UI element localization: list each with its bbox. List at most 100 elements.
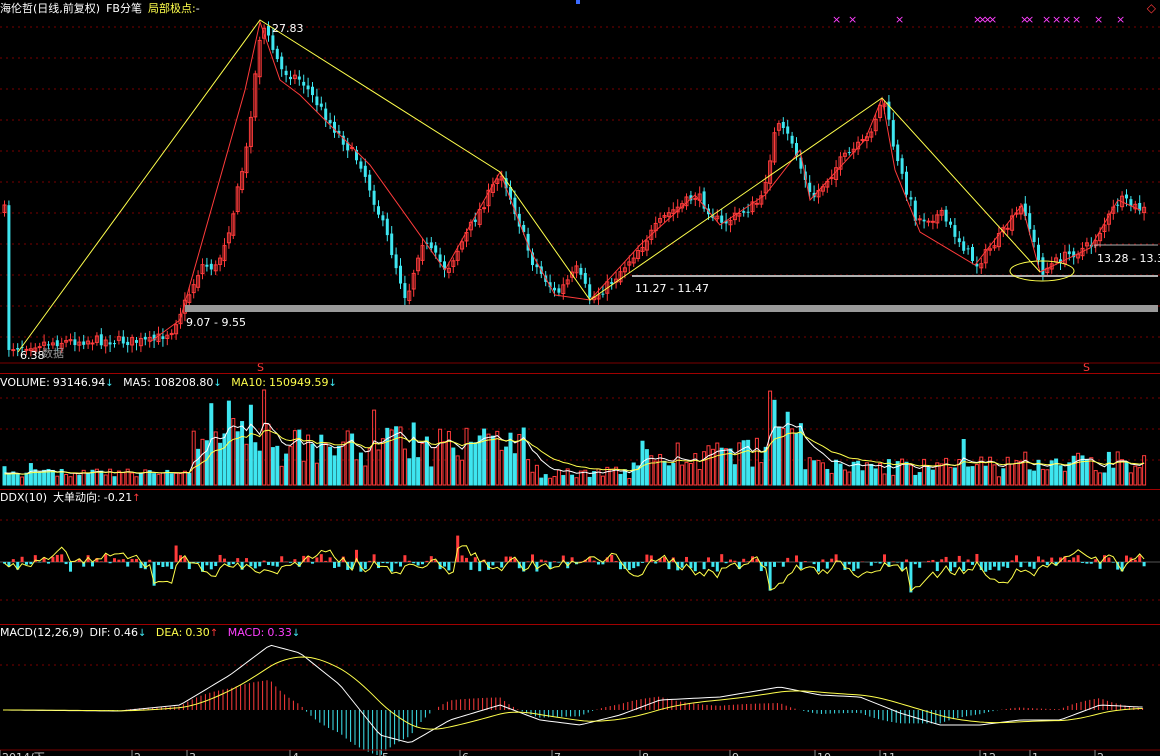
volume-bar: [825, 468, 830, 486]
volume-bar: [882, 473, 887, 486]
candle-down: [887, 101, 891, 120]
ddx-bar: [627, 562, 631, 571]
volume-bar: [160, 472, 165, 486]
volume-bar: [336, 445, 341, 486]
ddx-bar: [962, 562, 966, 572]
ddx-pane[interactable]: DDX(10) 大单动向: -0.21↑: [0, 490, 1160, 624]
volume-bar: [851, 461, 856, 486]
x-marker-icon: ×: [1062, 13, 1071, 26]
macd-chart[interactable]: 2014/下2345678910111212: [0, 625, 1160, 756]
ddx-bar: [887, 562, 891, 567]
candle-up: [930, 220, 935, 223]
down-arrow-icon: ↓: [213, 378, 222, 389]
candle-up: [622, 267, 627, 273]
volume-bar: [152, 473, 157, 486]
low-price-label: 6.38: [20, 349, 45, 362]
candle-up: [178, 313, 183, 325]
macd-pane[interactable]: MACD(12,26,9) DIF: 0.46↓ DEA: 0.30↑ MACD: 0.…: [0, 625, 1160, 756]
volume-bar: [1128, 472, 1133, 486]
candle-up: [218, 257, 223, 265]
candle-up: [671, 209, 676, 214]
ddx-bar: [971, 562, 974, 565]
candle-up: [996, 233, 1001, 248]
candle-up: [200, 264, 205, 275]
volume-bar: [174, 472, 179, 486]
candle-down: [306, 85, 310, 90]
volume-bar: [248, 404, 253, 486]
ddx-bar: [984, 562, 988, 572]
price-header: 海伦哲(日线,前复权) FB分笔 局部极点:-: [0, 2, 206, 15]
ddx-bar: [724, 562, 728, 564]
candle-down: [319, 103, 323, 107]
candle-down: [82, 341, 86, 345]
ddx-bar: [284, 561, 288, 562]
ddx-bar: [412, 562, 416, 564]
volume-bar: [759, 462, 764, 486]
ddx-bar: [47, 562, 50, 564]
support-label-1: 9.07 - 9.55: [186, 316, 246, 329]
candle-up: [33, 347, 38, 352]
volume-bar: [891, 474, 896, 486]
ddx-bar: [293, 559, 297, 562]
volume-bar: [420, 442, 425, 486]
volume-bar: [1010, 463, 1015, 486]
ddx-bar: [641, 562, 644, 563]
ddx-bar: [1085, 562, 1089, 564]
ddx-bar: [1107, 557, 1111, 562]
candle-down: [689, 195, 693, 201]
volume-bar: [807, 457, 812, 486]
volume-bar: [363, 465, 368, 486]
ddx-bar: [368, 560, 372, 562]
ddx-bar: [407, 560, 411, 562]
ddx-bar: [733, 560, 737, 562]
ddx-bar: [689, 562, 693, 569]
volume-bar: [794, 432, 799, 486]
volume-chart[interactable]: [0, 374, 1160, 489]
candle-down: [443, 261, 446, 270]
volume-bar: [310, 443, 315, 486]
candle-up: [1106, 213, 1111, 225]
volume-bar: [970, 466, 975, 486]
ddx-bar: [469, 562, 473, 570]
volume-bar: [935, 462, 940, 486]
volume-bar: [424, 436, 429, 486]
volume-bar: [1049, 460, 1054, 486]
volume-bar: [244, 443, 249, 486]
ddx-bar: [240, 562, 244, 570]
candle-down: [289, 76, 292, 80]
ddx-chart[interactable]: [0, 490, 1160, 624]
candle-down: [363, 165, 367, 177]
diamond-icon[interactable]: ◇: [1146, 1, 1156, 15]
candle-down: [966, 248, 970, 250]
ddx-bar: [614, 561, 618, 562]
candle-down: [891, 120, 895, 147]
volume-bar: [416, 457, 421, 486]
volume-bar: [130, 472, 135, 486]
ddx-bar: [605, 557, 609, 562]
volume-bar: [33, 469, 38, 486]
ddx-bar: [786, 557, 790, 562]
volume-bar: [11, 471, 16, 486]
ddx-bar: [1111, 562, 1115, 563]
ddx-bar: [341, 556, 345, 562]
candle-up: [94, 335, 99, 343]
s-marker-icon: S: [1083, 361, 1090, 373]
price-chart[interactable]: × × × ×××× ×× × × × × × ×27.836.389.07 - 9.5511.27…: [0, 0, 1160, 373]
candle-up: [772, 132, 777, 163]
ddx-bar: [1010, 560, 1014, 562]
axis-label: 9: [732, 751, 739, 756]
ddx-bar: [905, 559, 908, 562]
candle-up: [486, 189, 491, 207]
ddx-bar: [478, 562, 482, 572]
ddx-bar: [148, 559, 152, 562]
ddx-bar: [979, 562, 983, 571]
ddx-bar: [759, 562, 763, 572]
ddx-bar: [355, 549, 358, 562]
volume-pane[interactable]: VOLUME: 93146.94↓ MA5: 108208.80↓ MA10: 150…: [0, 374, 1160, 489]
volume-bar: [37, 471, 42, 486]
price-pane[interactable]: 海伦哲(日线,前复权) FB分笔 局部极点:- ◇ × × × × × × × × × × × × × × × 2…: [0, 0, 1160, 373]
volume-bar: [649, 455, 654, 486]
ddx-bar: [139, 562, 143, 569]
ddx-bar: [949, 562, 952, 572]
ddx-bar: [333, 562, 336, 569]
